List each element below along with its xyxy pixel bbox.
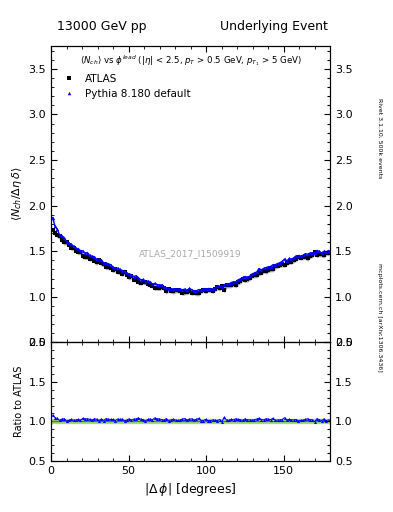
Text: $\langle N_{ch}\rangle$ vs $\phi^{lead}$ ($|\eta|$ < 2.5, $p_T$ > 0.5 GeV, $p_{T: $\langle N_{ch}\rangle$ vs $\phi^{lead}$…: [79, 53, 302, 69]
Pythia 8.180 default: [50, 215, 55, 221]
Line: ATLAS: ATLAS: [51, 228, 331, 295]
Text: ATLAS_2017_I1509919: ATLAS_2017_I1509919: [139, 249, 242, 258]
X-axis label: $|\Delta\,\phi|$ [degrees]: $|\Delta\,\phi|$ [degrees]: [144, 481, 237, 498]
Line: Pythia 8.180 default: Pythia 8.180 default: [51, 216, 330, 292]
ATLAS: [243, 277, 248, 283]
Pythia 8.180 default: [125, 270, 129, 276]
Pythia 8.180 default: [270, 262, 275, 268]
Pythia 8.180 default: [326, 247, 331, 253]
Pythia 8.180 default: [108, 262, 113, 268]
Y-axis label: $\langle N_{ch}/\Delta\eta\,\delta\rangle$: $\langle N_{ch}/\Delta\eta\,\delta\rangl…: [10, 167, 24, 222]
Text: mcplots.cern.ch [arXiv:1306.3436]: mcplots.cern.ch [arXiv:1306.3436]: [377, 263, 382, 372]
Pythia 8.180 default: [243, 273, 248, 280]
Text: 13000 GeV pp: 13000 GeV pp: [57, 20, 147, 33]
Text: Rivet 3.1.10, 500k events: Rivet 3.1.10, 500k events: [377, 98, 382, 178]
ATLAS: [194, 290, 199, 296]
ATLAS: [319, 251, 324, 258]
Pythia 8.180 default: [319, 250, 324, 256]
Y-axis label: Ratio to ATLAS: Ratio to ATLAS: [14, 366, 24, 437]
ATLAS: [270, 266, 275, 272]
ATLAS: [50, 227, 55, 233]
ATLAS: [206, 287, 210, 293]
Pythia 8.180 default: [194, 288, 199, 294]
ATLAS: [108, 264, 113, 270]
ATLAS: [326, 250, 331, 256]
Legend: ATLAS, Pythia 8.180 default: ATLAS, Pythia 8.180 default: [57, 70, 195, 103]
Text: Underlying Event: Underlying Event: [220, 20, 328, 33]
Pythia 8.180 default: [206, 286, 210, 292]
ATLAS: [125, 272, 129, 278]
